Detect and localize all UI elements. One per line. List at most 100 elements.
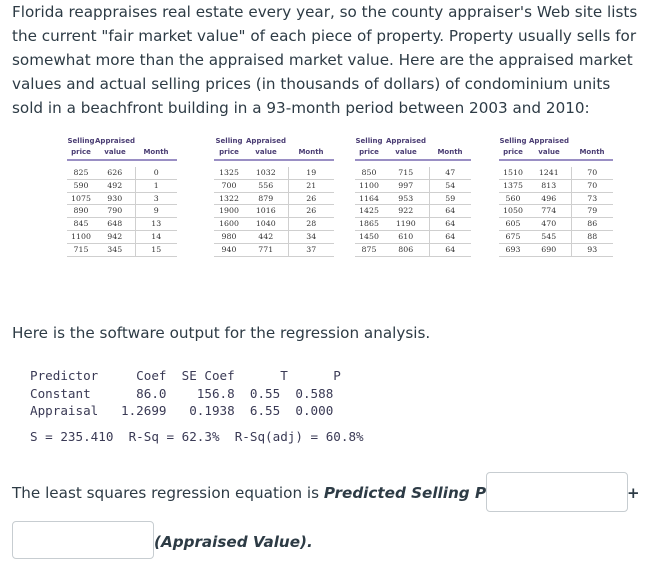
table-cell: 953 bbox=[383, 192, 429, 206]
table-row: 850 715 47 bbox=[355, 167, 471, 180]
table-row: 845 648 13 bbox=[67, 217, 177, 231]
table-cell: 1190 bbox=[383, 217, 429, 231]
table-cell: 26 bbox=[287, 204, 334, 219]
table-row: 1600 1040 28 bbox=[214, 217, 334, 231]
table-cell: 771 bbox=[244, 243, 288, 257]
data-tables: Selling Appraised price value Month 825 626 0 59… bbox=[67, 136, 615, 266]
table-cell: 825 bbox=[67, 167, 95, 180]
table-cell: 890 bbox=[67, 204, 95, 219]
table-cell: 28 bbox=[287, 217, 334, 231]
table-cell: 34 bbox=[287, 230, 334, 244]
table-header-line2: Month bbox=[571, 147, 613, 161]
table-header-line2: price bbox=[214, 147, 244, 161]
table-header-line2: price bbox=[67, 147, 95, 161]
table-cell: 70 bbox=[570, 179, 613, 193]
table-cell: 715 bbox=[383, 167, 429, 180]
table-cell: 79 bbox=[570, 204, 613, 219]
table-header-line2: value bbox=[244, 147, 288, 161]
table-row: 715 345 15 bbox=[67, 243, 177, 257]
table-header-line2: Month bbox=[135, 147, 177, 161]
table-cell: 1241 bbox=[527, 167, 571, 180]
intercept-input[interactable] bbox=[486, 472, 628, 512]
answer-bold-label: Predicted Selling Price = bbox=[323, 484, 536, 502]
table-cell: 492 bbox=[95, 179, 135, 193]
table-header-line1 bbox=[429, 136, 471, 147]
table-cell: 37 bbox=[287, 243, 334, 257]
table-cell: 590 bbox=[67, 179, 95, 193]
table-cell: 3 bbox=[134, 192, 177, 206]
table-cell: 1450 bbox=[355, 230, 383, 244]
table-row: 940 771 37 bbox=[214, 243, 334, 257]
table-cell: 1375 bbox=[499, 179, 527, 193]
table-header-line2: price bbox=[499, 147, 527, 161]
table-cell: 21 bbox=[287, 179, 334, 193]
table-cell: 470 bbox=[527, 217, 571, 231]
table-cell: 1032 bbox=[244, 167, 288, 180]
table-cell: 940 bbox=[214, 243, 244, 257]
table-row: 675 545 88 bbox=[499, 230, 613, 244]
table-cell: 1100 bbox=[67, 230, 95, 244]
table-header-line1 bbox=[288, 136, 334, 147]
plus-sign: + bbox=[627, 484, 640, 502]
problem-intro: Florida reappraises real estate every ye… bbox=[12, 3, 638, 117]
table-row: 605 470 86 bbox=[499, 217, 613, 231]
table-cell: 9 bbox=[134, 204, 177, 219]
table-cell: 70 bbox=[570, 167, 613, 180]
table-cell: 790 bbox=[95, 204, 135, 219]
table-cell: 850 bbox=[355, 167, 383, 180]
answer-suffix: (Appraised Value). bbox=[154, 533, 313, 551]
table-row: 1510 1241 70 bbox=[499, 167, 613, 180]
table-header-line1: Selling bbox=[67, 137, 95, 145]
table-cell: 1 bbox=[134, 179, 177, 193]
table-cell: 997 bbox=[383, 179, 429, 193]
table-cell: 1100 bbox=[355, 179, 383, 193]
table-row: 1075 930 3 bbox=[67, 192, 177, 206]
output-header: Predictor Coef SE Coef T P bbox=[30, 368, 341, 383]
table-row: 875 806 64 bbox=[355, 243, 471, 257]
table-header-line1: Appraised bbox=[95, 137, 135, 145]
table-cell: 980 bbox=[214, 230, 244, 244]
table-cell: 545 bbox=[527, 230, 571, 244]
table-cell: 19 bbox=[287, 167, 334, 180]
table-cell: 560 bbox=[499, 192, 527, 206]
table-row: 890 790 9 bbox=[67, 204, 177, 219]
table-row: 1325 1032 19 bbox=[214, 167, 334, 180]
table-cell: 806 bbox=[383, 243, 429, 257]
table-cell: 0 bbox=[134, 167, 177, 180]
table-cell: 556 bbox=[244, 179, 288, 193]
table-cell: 690 bbox=[527, 243, 571, 257]
table-cell: 64 bbox=[428, 204, 471, 219]
table-cell: 88 bbox=[570, 230, 613, 244]
output-summary: S = 235.410 R-Sq = 62.3% R-Sq(adj) = 60.… bbox=[30, 428, 364, 444]
table-cell: 845 bbox=[67, 217, 95, 231]
table-cell: 64 bbox=[428, 243, 471, 257]
table-cell: 86 bbox=[570, 217, 613, 231]
table-cell: 875 bbox=[355, 243, 383, 257]
table-cell: 13 bbox=[134, 217, 177, 231]
table-cell: 345 bbox=[95, 243, 135, 257]
table-cell: 54 bbox=[428, 179, 471, 193]
slope-input[interactable] bbox=[12, 521, 154, 559]
table-cell: 442 bbox=[244, 230, 288, 244]
table-cell: 1865 bbox=[355, 217, 383, 231]
table-cell: 693 bbox=[499, 243, 527, 257]
table-row: 1425 922 64 bbox=[355, 204, 471, 219]
table-cell: 922 bbox=[383, 204, 429, 219]
table-cell: 675 bbox=[499, 230, 527, 244]
table-cell: 1325 bbox=[214, 167, 244, 180]
table-header-line2: price bbox=[355, 147, 383, 161]
table-row: 1865 1190 64 bbox=[355, 217, 471, 231]
table-row: 1050 774 79 bbox=[499, 204, 613, 219]
data-table-block-4: Selling Appraised price value Month 1510 1241 7… bbox=[499, 136, 613, 257]
data-table-block-2: Selling Appraised price value Month 1325 1032 1… bbox=[214, 136, 334, 257]
table-header-line1: Appraised bbox=[246, 137, 286, 145]
table-row: 590 492 1 bbox=[67, 179, 177, 193]
table-cell: 1425 bbox=[355, 204, 383, 219]
output-constant-row: Constant 86.0 156.8 0.55 0.588 bbox=[30, 385, 334, 401]
answer-prompt: The least squares regression equation is… bbox=[12, 484, 536, 502]
table-cell: 930 bbox=[95, 192, 135, 206]
table-cell: 610 bbox=[383, 230, 429, 244]
table-header-line2: value bbox=[383, 147, 429, 161]
table-cell: 1900 bbox=[214, 204, 244, 219]
table-cell: 14 bbox=[134, 230, 177, 244]
